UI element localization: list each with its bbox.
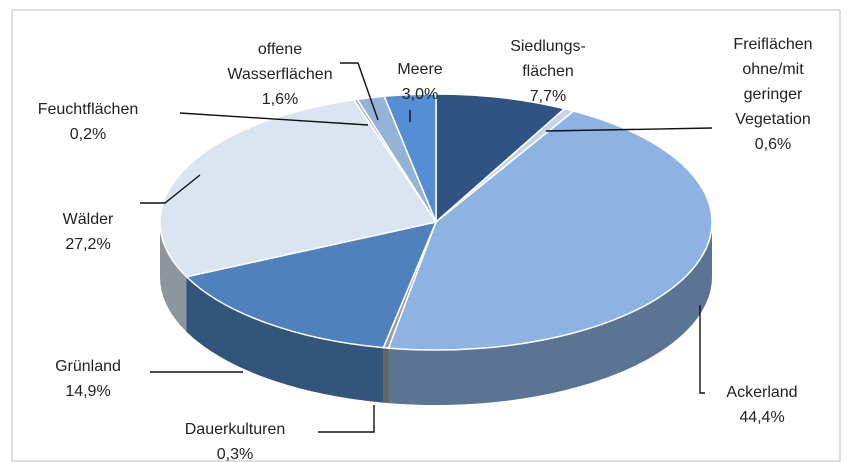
slice-side-shade bbox=[186, 276, 384, 403]
leader-line bbox=[179, 112, 369, 126]
category-label: Siedlungs-flächen bbox=[510, 38, 586, 80]
leader-line bbox=[340, 62, 379, 121]
slice-side bbox=[383, 347, 389, 404]
category-label: Meere bbox=[397, 61, 442, 78]
slice-side-shade bbox=[160, 222, 187, 332]
slice bbox=[184, 220, 438, 349]
value-label: 1,6% bbox=[262, 91, 298, 108]
slice bbox=[159, 98, 438, 278]
slice-side bbox=[388, 222, 712, 405]
category-label: Feuchtflächen bbox=[38, 101, 139, 118]
category-label: Freiflächen ohne/mit geringer Vegetation bbox=[733, 36, 812, 128]
value-label: 44,4% bbox=[739, 409, 784, 426]
value-label: 0,3% bbox=[217, 446, 253, 462]
value-label: 7,7% bbox=[530, 88, 566, 105]
leader-line bbox=[140, 174, 201, 204]
leader-line bbox=[699, 305, 705, 394]
slice-side bbox=[186, 276, 384, 403]
value-label: 27,2% bbox=[65, 236, 110, 253]
value-label: 0,2% bbox=[70, 126, 106, 143]
value-label: 0,6% bbox=[755, 136, 791, 153]
slice bbox=[387, 110, 713, 351]
slice-side bbox=[160, 222, 187, 332]
slice bbox=[435, 93, 567, 224]
value-label: 3,0% bbox=[402, 86, 438, 103]
category-label: Ackerland bbox=[726, 384, 797, 401]
category-label: Wälder bbox=[63, 211, 114, 228]
slice-side-shade bbox=[388, 222, 712, 405]
slice-side-shade bbox=[383, 347, 389, 404]
category-label: offene Wasserflächen bbox=[227, 41, 332, 83]
leader-line bbox=[318, 405, 375, 433]
value-label: 14,9% bbox=[65, 383, 110, 400]
slice bbox=[383, 93, 437, 223]
category-label: Grünland bbox=[55, 358, 121, 375]
category-label: Dauerkulturen bbox=[185, 421, 286, 438]
leader-line bbox=[545, 127, 713, 132]
